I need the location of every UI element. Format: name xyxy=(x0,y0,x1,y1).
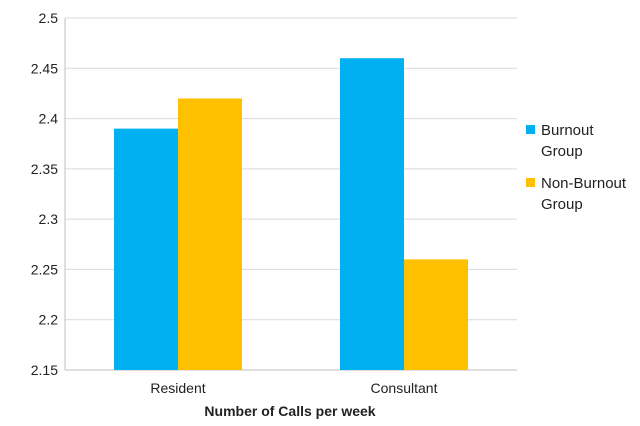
y-tick-label: 2.45 xyxy=(31,60,58,76)
x-category-labels: Resident Consultant xyxy=(150,380,437,396)
bar-resident-burnout xyxy=(114,128,178,370)
bar-consultant-non-burnout xyxy=(404,259,468,370)
legend-label: Group xyxy=(541,143,583,160)
legend: Burnout Group Non-Burnout Group xyxy=(526,122,627,213)
x-category-label: Resident xyxy=(150,380,205,396)
x-axis-title: Number of Calls per week xyxy=(204,403,375,419)
legend-swatch xyxy=(526,178,535,187)
legend-swatch xyxy=(526,125,535,134)
y-tick-label: 2.2 xyxy=(39,312,59,328)
x-category-label: Consultant xyxy=(371,380,438,396)
y-tick-label: 2.35 xyxy=(31,161,58,177)
y-tick-label: 2.3 xyxy=(39,211,59,227)
y-tick-label: 2.5 xyxy=(39,10,59,26)
bars xyxy=(114,58,468,370)
y-tick-label: 2.4 xyxy=(39,111,59,127)
legend-label: Group xyxy=(541,196,583,213)
y-tick-label: 2.25 xyxy=(31,261,58,277)
bar-resident-non-burnout xyxy=(178,98,242,370)
bar-consultant-burnout xyxy=(340,58,404,370)
y-tick-labels: 2.15 2.2 2.25 2.3 2.35 2.4 2.45 2.5 xyxy=(31,10,58,378)
legend-label: Burnout xyxy=(541,122,594,139)
y-tick-label: 2.15 xyxy=(31,362,58,378)
legend-label: Non-Burnout xyxy=(541,175,627,192)
